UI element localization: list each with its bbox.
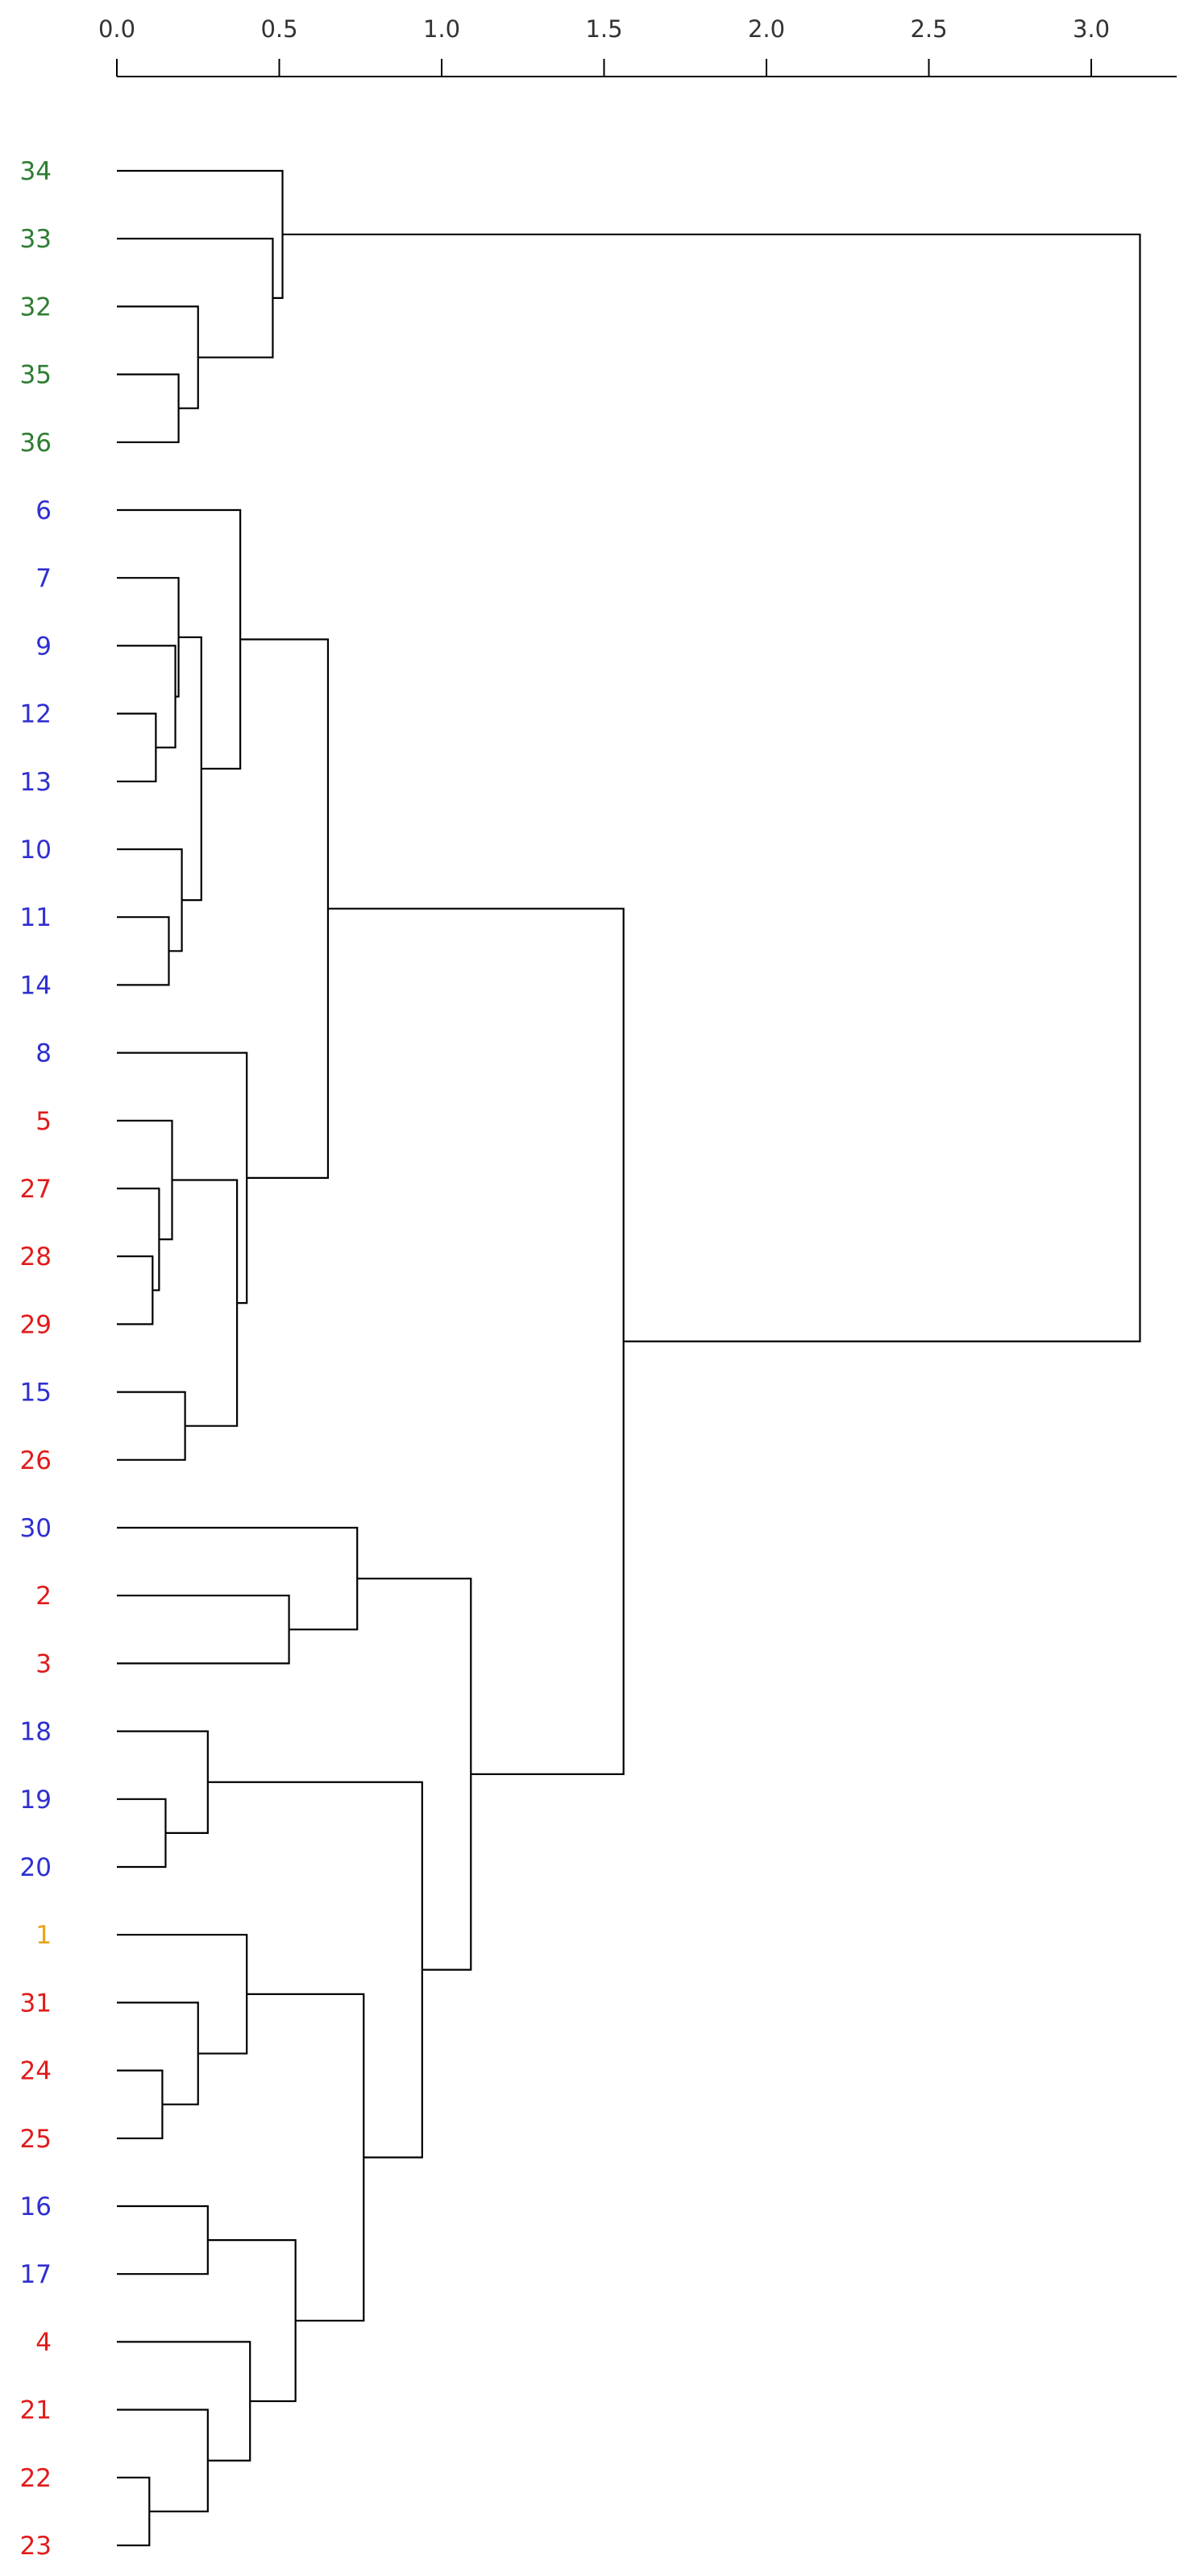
- leaf-label: 8: [35, 1039, 52, 1068]
- leaf-label: 32: [20, 292, 52, 321]
- leaf-label: 27: [20, 1175, 52, 1204]
- leaf-label: 35: [20, 361, 52, 390]
- leaf-label: 11: [20, 903, 52, 932]
- leaf-label: 24: [20, 2057, 52, 2086]
- dendrogram-merge: [117, 373, 180, 443]
- dendrogram-branches: [117, 169, 1141, 2547]
- leaf-label: 23: [20, 2532, 52, 2561]
- leaf-label: 12: [20, 700, 52, 729]
- dendrogram-merge: [117, 1730, 209, 1834]
- dendrogram-merge: [247, 1993, 365, 2322]
- leaf-label: 3: [35, 1649, 52, 1678]
- leaf-label: 21: [20, 2396, 52, 2425]
- leaf-label: 22: [20, 2464, 52, 2493]
- dendrogram-merge: [240, 638, 330, 1179]
- leaf-label: 19: [20, 1786, 52, 1815]
- leaf-label: 18: [20, 1718, 52, 1747]
- dendrogram-merge: [172, 1179, 239, 1427]
- dendrogram-merge: [117, 1595, 290, 1665]
- leaf-label: 13: [20, 768, 52, 797]
- axis-tick-label: 0.0: [98, 15, 135, 43]
- leaf-label: 7: [35, 564, 52, 593]
- leaf-label: 15: [20, 1379, 52, 1408]
- leaf-label: 1: [35, 1921, 52, 1950]
- dendrogram-merge: [117, 2069, 164, 2139]
- dendrogram-merge: [117, 2476, 151, 2547]
- axis-tick-label: 3.0: [1073, 15, 1110, 43]
- dendrogram-merge: [117, 712, 157, 782]
- dendrogram-merge: [117, 645, 177, 749]
- leaf-label: 9: [35, 632, 52, 661]
- leaf-label: 36: [20, 429, 52, 458]
- dendrogram-merge: [327, 907, 625, 1775]
- leaf-label: 16: [20, 2192, 52, 2221]
- leaf-label: 4: [35, 2328, 52, 2357]
- dendrogram-merge: [117, 848, 183, 952]
- dendrogram-merge: [207, 1781, 423, 2159]
- dendrogram-merge: [117, 305, 199, 409]
- dendrogram-merge: [357, 1578, 472, 1971]
- dendrogram-merge: [117, 169, 284, 299]
- axis-tick-label: 2.5: [910, 15, 947, 43]
- dendrogram-merge: [117, 1934, 248, 2055]
- leaf-label: 14: [20, 971, 52, 1000]
- dendrogram-merge: [117, 916, 170, 986]
- leaf-label: 29: [20, 1310, 52, 1339]
- dendrogram-merge: [117, 2341, 251, 2462]
- leaf-label: 33: [20, 225, 52, 254]
- distance-axis: 0.0 0.5 1.0 1.5 2.0 2.5 3.0: [98, 15, 1177, 77]
- dendrogram-merge: [117, 577, 180, 698]
- leaf-label: 10: [20, 836, 52, 865]
- dendrogram-merge: [117, 1119, 173, 1241]
- dendrogram-merge: [117, 1255, 154, 1325]
- leaf-label: 5: [35, 1107, 52, 1136]
- leaf-label: 6: [35, 496, 52, 525]
- leaf-labels: 3433323536679121310111485272829152630231…: [20, 157, 52, 2561]
- dendrogram-merge: [117, 1798, 167, 1869]
- dendrogram-merge: [117, 1526, 359, 1631]
- axis-tick-label: 1.5: [585, 15, 622, 43]
- axis-tick-label: 1.0: [423, 15, 460, 43]
- dendrogram-merge: [117, 2205, 209, 2275]
- leaf-label: 30: [20, 1514, 52, 1543]
- leaf-label: 28: [20, 1242, 52, 1271]
- leaf-label: 17: [20, 2260, 52, 2289]
- dendrogram-merge: [282, 233, 1141, 1342]
- dendrogram-merge: [117, 2001, 199, 2105]
- axis-tick-label: 0.5: [260, 15, 297, 43]
- dendrogram-merge: [117, 1052, 248, 1305]
- leaf-label: 31: [20, 1989, 52, 2018]
- dendrogram-merge: [117, 1391, 186, 1461]
- leaf-label: 34: [20, 157, 52, 186]
- dendrogram-merge: [207, 2239, 297, 2403]
- dendrogram-merge: [117, 238, 274, 359]
- dendrogram-merge: [117, 2408, 209, 2512]
- leaf-label: 20: [20, 1853, 52, 1882]
- leaf-label: 25: [20, 2125, 52, 2154]
- leaf-label: 26: [20, 1446, 52, 1475]
- axis-tick-label: 2.0: [748, 15, 785, 43]
- leaf-label: 2: [35, 1582, 52, 1611]
